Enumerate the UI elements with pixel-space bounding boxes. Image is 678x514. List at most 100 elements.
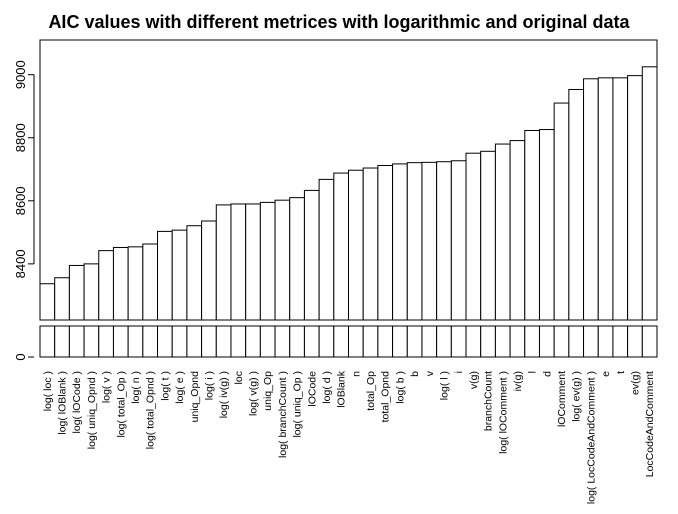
bar-lower-21: [333, 325, 349, 358]
bar-lower-39: [597, 325, 614, 358]
bar-upper-20: [318, 178, 335, 321]
bar-upper-30: [465, 152, 482, 321]
x-tick-label-18: log( uniq_Op ): [292, 371, 304, 438]
bar-lower-10: [171, 325, 188, 358]
x-tick-label-23: total_Op: [365, 371, 377, 411]
bar-lower-17: [274, 325, 291, 358]
x-tick-label-12: log( i ): [203, 371, 215, 400]
x-tick-label-11: uniq_Opnd: [189, 371, 201, 423]
x-tick-label-1: log( loc ): [42, 371, 54, 411]
bar-upper-12: [201, 220, 217, 321]
x-tick-label-4: log( uniq_Opnd ): [86, 371, 98, 449]
x-tick-label-19: lOCode: [306, 371, 318, 407]
bar-lower-5: [98, 325, 114, 358]
upper-panel-frame: [39, 39, 658, 321]
x-tick-label-21: lOBlank: [336, 370, 348, 408]
bar-lower-28: [436, 325, 452, 358]
x-tick-label-25: log( b ): [394, 371, 406, 404]
x-tick-label-30: v(g): [468, 371, 480, 389]
bar-upper-8: [142, 243, 159, 321]
x-tick-label-31: branchCount: [483, 371, 495, 431]
x-tick-label-40: t: [615, 371, 627, 374]
x-tick-label-33: iv(g): [512, 371, 524, 391]
bar-lower-11: [186, 325, 203, 358]
bar-lower-33: [509, 325, 526, 358]
y-axis: 8400 8600 8800 9000: [13, 60, 35, 278]
bar-lower-1: [39, 325, 56, 358]
bar-lower-32: [494, 325, 511, 358]
bar-upper-40: [612, 77, 629, 321]
bar-upper-32: [494, 143, 511, 321]
x-tick-label-34: l: [527, 371, 539, 373]
x-tick-label-36: lOComment: [556, 371, 568, 427]
bar-upper-14: [230, 203, 247, 321]
x-tick-label-38: log( LocCodeAndComment ): [585, 371, 597, 504]
bar-upper-28: [436, 161, 452, 321]
bar-upper-31: [480, 150, 496, 321]
upper-panel-bars: [39, 66, 658, 321]
bar-upper-6: [112, 246, 129, 321]
bar-lower-36: [553, 325, 570, 358]
bar-lower-30: [465, 325, 482, 358]
bar-lower-13: [215, 325, 232, 358]
x-tick-label-7: log( n ): [130, 371, 142, 404]
bar-lower-3: [68, 325, 85, 358]
bar-upper-1: [39, 283, 56, 321]
bar-upper-21: [333, 172, 349, 321]
x-tick-label-20: log( d ): [321, 371, 333, 404]
bar-lower-12: [201, 325, 217, 358]
bar-lower-38: [583, 325, 599, 358]
bar-upper-15: [245, 203, 261, 321]
x-tick-label-27: v: [424, 370, 436, 376]
bar-upper-19: [303, 189, 320, 321]
x-tick-label-9: log( t ): [159, 371, 171, 401]
lower-panel-bars: [39, 325, 658, 358]
x-tick-label-5: log( v ): [101, 371, 113, 403]
x-tick-label-32: log( lOComment ): [497, 371, 509, 454]
bar-upper-29: [450, 160, 467, 321]
bar-upper-18: [289, 197, 305, 321]
y-tick-label-4: 9000: [13, 60, 28, 89]
y-tick-label-3: 8800: [13, 123, 28, 152]
bar-lower-2: [54, 325, 70, 358]
bar-upper-16: [259, 201, 276, 321]
x-tick-label-8: log( total_Opnd ): [145, 371, 157, 449]
bar-upper-17: [274, 199, 291, 321]
y-tick-label-2: 8600: [13, 186, 28, 215]
bar-upper-27: [421, 161, 438, 321]
x-tick-label-28: log( l ): [438, 371, 450, 400]
bar-lower-40: [612, 325, 629, 358]
bar-upper-13: [215, 204, 232, 321]
bar-lower-4: [83, 325, 100, 358]
bar-lower-8: [142, 325, 159, 358]
x-tick-label-42: LocCodeAndComment: [644, 371, 656, 477]
bar-lower-34: [524, 325, 540, 358]
bar-lower-41: [627, 325, 643, 358]
bar-upper-25: [392, 163, 408, 321]
x-tick-label-37: log( ev(g) ): [571, 371, 583, 422]
bar-upper-22: [348, 169, 364, 321]
x-tick-label-15: log( v(g) ): [248, 371, 260, 416]
bar-lower-16: [259, 325, 276, 358]
bar-upper-23: [362, 167, 379, 321]
bar-upper-36: [553, 102, 570, 321]
bar-upper-37: [568, 89, 585, 321]
x-tick-label-10: log( e ): [174, 371, 186, 404]
x-tick-label-41: ev(g): [629, 371, 641, 395]
bar-upper-3: [68, 264, 85, 321]
x-tick-label-22: n: [350, 371, 362, 377]
x-tick-label-35: d: [541, 371, 553, 377]
x-axis-labels: log( loc ) log( lOBlank ) log( lOCode ) log…: [42, 370, 656, 504]
x-tick-label-14: loc: [233, 371, 245, 384]
bar-lower-26: [406, 325, 423, 358]
x-tick-label-2: log( lOBlank ): [57, 371, 69, 435]
bar-upper-41: [627, 75, 643, 321]
bar-lower-15: [245, 325, 261, 358]
lower-panel-frame: [39, 325, 658, 358]
x-tick-label-39: e: [600, 371, 612, 377]
bar-upper-26: [406, 162, 423, 321]
x-tick-label-6: log( total_Op ): [115, 371, 127, 438]
x-tick-label-29: i: [453, 371, 465, 373]
bar-lower-24: [377, 325, 394, 358]
lower-tick-label-1: 0: [13, 353, 28, 360]
